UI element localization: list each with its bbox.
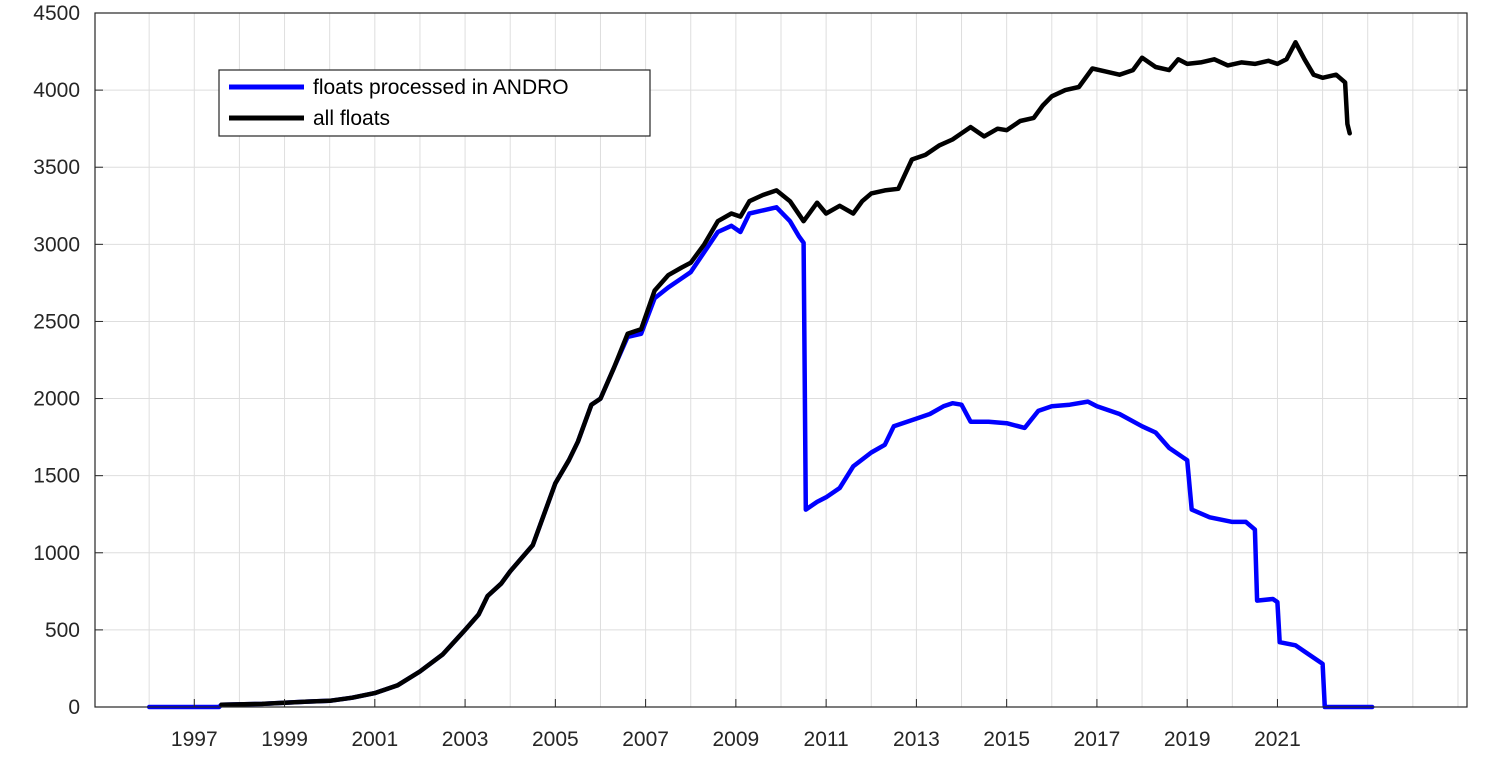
x-tick-label: 2015	[983, 728, 1030, 751]
y-tick-label: 3500	[33, 156, 80, 179]
legend-label-andro: floats processed in ANDRO	[313, 76, 569, 99]
x-tick-label: 2019	[1164, 728, 1211, 751]
y-tick-label: 0	[68, 696, 80, 719]
y-tick-label: 1000	[33, 542, 80, 565]
y-tick-label: 4500	[33, 2, 80, 25]
x-tick-label: 2005	[532, 728, 579, 751]
y-tick-label: 3000	[33, 233, 80, 256]
y-tick-label: 1500	[33, 465, 80, 488]
legend: floats processed in ANDRO all floats	[219, 70, 650, 136]
x-tick-label: 2001	[351, 728, 398, 751]
x-tick-label: 2011	[804, 728, 849, 751]
y-tick-label: 2500	[33, 310, 80, 333]
x-tick-labels: 1997 1999 2001 2003 2005 2007 2009 2011 2013 2015…	[171, 728, 1301, 751]
x-tick-label: 2017	[1074, 728, 1121, 751]
y-tick-label: 4000	[33, 79, 80, 102]
x-tick-label: 2009	[713, 728, 760, 751]
x-tick-label: 2007	[622, 728, 669, 751]
x-tick-label: 2013	[893, 728, 940, 751]
legend-label-all: all floats	[313, 107, 390, 130]
y-tick-label: 2000	[33, 388, 80, 411]
y-tick-labels: 0 500 1000 1500 2000 2500 3000 3500 4000 4500	[33, 2, 80, 719]
x-tick-label: 2021	[1254, 728, 1301, 751]
y-tick-label: 500	[45, 619, 80, 642]
x-tick-label: 1999	[261, 728, 308, 751]
x-tick-label: 2003	[442, 728, 489, 751]
x-tick-label: 1997	[171, 728, 218, 751]
